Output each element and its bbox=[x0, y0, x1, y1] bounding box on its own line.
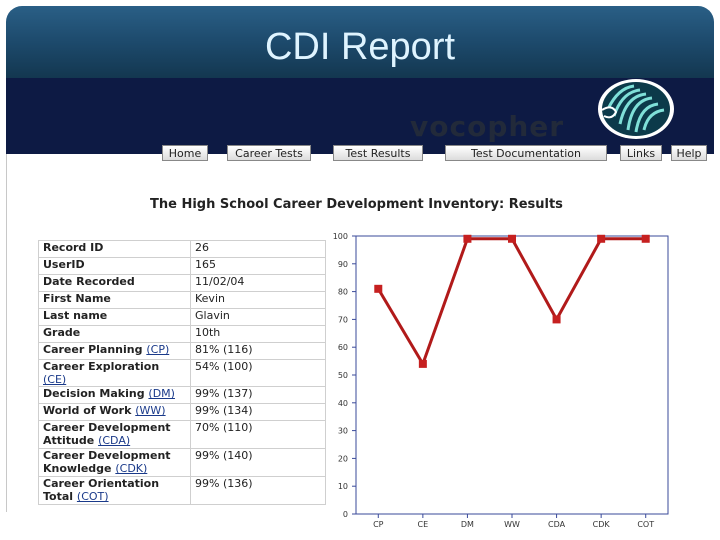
data-point bbox=[552, 315, 561, 324]
table-row: Decision Making (DM) 99% (137) bbox=[38, 386, 326, 404]
row-label: Decision Making (DM) bbox=[38, 386, 191, 404]
nav-test-results-button[interactable]: Test Results bbox=[333, 145, 423, 161]
vocopher-logo[interactable]: vocopher bbox=[410, 110, 565, 143]
results-line-chart: 0 10 20 30 40 50 60 70 80 90 100 CP CE DM WW CDA CDK COT bbox=[333, 232, 669, 528]
y-tick-label: 0 bbox=[343, 510, 348, 519]
row-label: Record ID bbox=[38, 240, 191, 258]
y-tick-label: 80 bbox=[338, 288, 348, 297]
table-row: First Name Kevin bbox=[38, 291, 326, 309]
row-value: 54% (100) bbox=[190, 359, 326, 387]
table-row: Grade 10th bbox=[38, 325, 326, 343]
row-label: Grade bbox=[38, 325, 191, 343]
row-value: 99% (136) bbox=[190, 476, 326, 505]
row-label: Career Orientation Total (COT) bbox=[38, 476, 191, 505]
results-table: Record ID 26 UserID 165 Date Recorded 11/02… bbox=[38, 240, 326, 505]
x-tick-label: CE bbox=[418, 520, 429, 528]
x-tick-label: CDA bbox=[548, 520, 566, 528]
y-tick-label: 40 bbox=[338, 399, 348, 408]
row-label: World of Work (WW) bbox=[38, 403, 191, 421]
table-row: Date Recorded 11/02/04 bbox=[38, 274, 326, 292]
table-row: Last name Glavin bbox=[38, 308, 326, 326]
title-bar: CDI Report bbox=[6, 6, 714, 78]
row-label: Last name bbox=[38, 308, 191, 326]
row-label: Career Planning (CP) bbox=[38, 342, 191, 360]
nav-test-documentation-button[interactable]: Test Documentation bbox=[445, 145, 607, 161]
scale-abbr-link[interactable]: (DM) bbox=[148, 387, 175, 400]
row-value: 11/02/04 bbox=[190, 274, 326, 292]
nav-help-button[interactable]: Help bbox=[671, 145, 707, 161]
nav-home-button[interactable]: Home bbox=[162, 145, 208, 161]
row-value: 99% (137) bbox=[190, 386, 326, 404]
x-tick-label: CP bbox=[373, 520, 384, 528]
y-tick-label: 50 bbox=[338, 371, 348, 380]
scale-abbr-link[interactable]: (COT) bbox=[76, 490, 109, 503]
data-point bbox=[418, 359, 427, 368]
table-row: Career Development Attitude (CDA) 70% (11… bbox=[38, 420, 326, 449]
y-tick-label: 90 bbox=[338, 260, 348, 269]
x-tick-label: COT bbox=[637, 520, 654, 528]
vocopher-emblem-icon bbox=[598, 79, 674, 139]
row-value: 99% (134) bbox=[190, 403, 326, 421]
data-point bbox=[597, 234, 606, 243]
y-tick-label: 100 bbox=[333, 232, 348, 241]
scale-abbr-link[interactable]: (CP) bbox=[146, 343, 170, 356]
y-tick-label: 60 bbox=[338, 343, 348, 352]
row-label: First Name bbox=[38, 291, 191, 309]
y-tick-label: 10 bbox=[338, 482, 348, 491]
scale-abbr-link[interactable]: (CE) bbox=[43, 373, 67, 386]
data-point bbox=[641, 234, 650, 243]
nav-career-tests-button[interactable]: Career Tests bbox=[227, 145, 311, 161]
table-row: Career Development Knowledge (CDK) 99% (1… bbox=[38, 448, 326, 477]
y-tick-label: 70 bbox=[338, 315, 348, 324]
plot-area bbox=[355, 235, 669, 515]
row-label-text: Career Exploration bbox=[43, 360, 160, 373]
row-value: 81% (116) bbox=[190, 342, 326, 360]
table-row: Career Exploration (CE) 54% (100) bbox=[38, 359, 326, 387]
row-label-text: Career Development Knowledge bbox=[43, 449, 171, 475]
y-tick-label: 30 bbox=[338, 427, 348, 436]
row-label-text: World of Work bbox=[43, 404, 132, 417]
row-label: Career Exploration (CE) bbox=[38, 359, 191, 387]
x-tick-label: CDK bbox=[593, 520, 611, 528]
row-value: 10th bbox=[190, 325, 326, 343]
row-label: Career Development Attitude (CDA) bbox=[38, 420, 191, 449]
y-tick-label: 20 bbox=[338, 454, 348, 463]
scale-abbr-link[interactable]: (CDA) bbox=[98, 434, 131, 447]
row-label-text: Decision Making bbox=[43, 387, 145, 400]
row-label-text: Career Planning bbox=[43, 343, 143, 356]
row-label-text: Career Orientation Total bbox=[43, 477, 160, 503]
data-point bbox=[463, 234, 472, 243]
scale-abbr-link[interactable]: (WW) bbox=[135, 404, 166, 417]
row-label: UserID bbox=[38, 257, 191, 275]
row-value: 165 bbox=[190, 257, 326, 275]
row-label: Career Development Knowledge (CDK) bbox=[38, 448, 191, 477]
row-value: 26 bbox=[190, 240, 326, 258]
row-value: 99% (140) bbox=[190, 448, 326, 477]
table-row: Career Planning (CP) 81% (116) bbox=[38, 342, 326, 360]
row-label: Date Recorded bbox=[38, 274, 191, 292]
row-value: Glavin bbox=[190, 308, 326, 326]
row-value: 70% (110) bbox=[190, 420, 326, 449]
report-title: The High School Career Development Inven… bbox=[150, 197, 563, 212]
table-row: UserID 165 bbox=[38, 257, 326, 275]
nav-links-button[interactable]: Links bbox=[620, 145, 662, 161]
row-label-text: Career Development Attitude bbox=[43, 421, 171, 447]
row-value: Kevin bbox=[190, 291, 326, 309]
data-point bbox=[374, 284, 383, 293]
x-tick-label: WW bbox=[504, 520, 520, 528]
slide-title: CDI Report bbox=[264, 26, 456, 68]
data-point bbox=[508, 234, 516, 243]
header-band bbox=[6, 78, 714, 154]
x-tick-label: DM bbox=[461, 520, 474, 528]
table-row: World of Work (WW) 99% (134) bbox=[38, 403, 326, 421]
scale-abbr-link[interactable]: (CDK) bbox=[115, 462, 148, 475]
table-row: Career Orientation Total (COT) 99% (136) bbox=[38, 476, 326, 505]
table-row: Record ID 26 bbox=[38, 240, 326, 258]
